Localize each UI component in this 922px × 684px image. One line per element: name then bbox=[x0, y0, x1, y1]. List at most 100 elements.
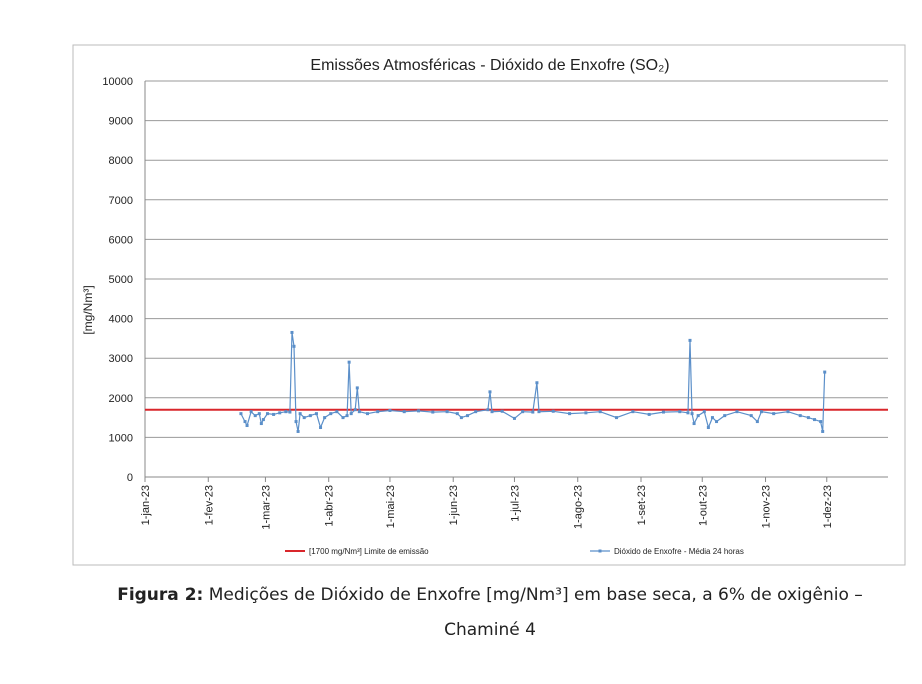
point bbox=[755, 420, 759, 424]
y-tick-label: 6000 bbox=[109, 234, 133, 246]
point bbox=[314, 412, 318, 416]
y-tick-label: 2000 bbox=[109, 393, 133, 405]
point bbox=[631, 410, 635, 414]
y-axis-label: [mg/Nm³] bbox=[81, 285, 95, 334]
x-tick-label: 1-ago-23 bbox=[573, 485, 585, 529]
point bbox=[466, 414, 470, 418]
x-tick-label: 1-set-23 bbox=[636, 485, 648, 525]
point bbox=[292, 344, 296, 348]
point bbox=[445, 410, 449, 414]
point bbox=[239, 412, 243, 416]
point bbox=[294, 420, 298, 424]
y-tick-label: 0 bbox=[127, 472, 133, 484]
caption-label: Figura 2: bbox=[117, 585, 204, 605]
point bbox=[357, 410, 361, 414]
point bbox=[798, 414, 802, 418]
point bbox=[288, 410, 292, 414]
point bbox=[355, 386, 359, 390]
point bbox=[486, 408, 490, 412]
point bbox=[692, 422, 696, 426]
point bbox=[417, 409, 421, 413]
point bbox=[353, 408, 357, 412]
point bbox=[335, 410, 339, 414]
point bbox=[249, 410, 253, 414]
legend-marker bbox=[598, 549, 602, 553]
point bbox=[823, 370, 827, 374]
point bbox=[272, 412, 276, 416]
point bbox=[329, 412, 333, 416]
point bbox=[537, 410, 541, 414]
point bbox=[615, 416, 619, 420]
point bbox=[345, 414, 349, 418]
point bbox=[821, 429, 825, 433]
point bbox=[284, 410, 288, 414]
point bbox=[521, 410, 525, 414]
point bbox=[531, 410, 535, 414]
y-tick-label: 4000 bbox=[109, 314, 133, 326]
x-tick-label: 1-out-23 bbox=[697, 485, 709, 526]
point bbox=[715, 420, 719, 424]
point bbox=[308, 414, 312, 418]
point bbox=[402, 410, 406, 414]
point bbox=[265, 412, 269, 416]
point bbox=[735, 410, 739, 414]
point bbox=[598, 410, 602, 414]
x-tick-label: 1-dez-23 bbox=[822, 485, 834, 528]
point bbox=[388, 408, 392, 412]
point bbox=[688, 338, 692, 342]
point bbox=[647, 412, 651, 416]
y-tick-label: 5000 bbox=[109, 274, 133, 286]
chart: Emissões Atmosféricas - Dióxido de Enxof… bbox=[72, 44, 906, 566]
legend-label: [1700 mg/Nm³] Limite de emissão bbox=[309, 547, 429, 556]
point bbox=[512, 416, 516, 420]
chart-frame bbox=[72, 44, 906, 566]
y-tick-label: 1000 bbox=[109, 432, 133, 444]
x-tick-label: 1-jan-23 bbox=[140, 485, 152, 525]
x-tick-label: 1-nov-23 bbox=[761, 485, 773, 528]
point bbox=[474, 410, 478, 414]
y-tick-label: 3000 bbox=[109, 353, 133, 365]
point bbox=[723, 414, 727, 418]
point bbox=[290, 330, 294, 334]
point bbox=[319, 426, 323, 429]
point bbox=[702, 410, 706, 414]
point bbox=[535, 381, 539, 385]
point bbox=[661, 410, 665, 414]
point bbox=[749, 414, 753, 418]
point bbox=[455, 412, 459, 416]
point bbox=[459, 416, 463, 420]
point bbox=[259, 422, 263, 426]
y-tick-label: 7000 bbox=[109, 195, 133, 207]
point bbox=[690, 412, 694, 416]
point bbox=[298, 412, 302, 416]
point bbox=[347, 360, 351, 364]
point bbox=[490, 410, 494, 414]
point bbox=[806, 416, 810, 420]
point bbox=[431, 410, 435, 414]
x-tick-label: 1-abr-23 bbox=[324, 485, 336, 527]
y-tick-label: 10000 bbox=[102, 76, 133, 88]
point bbox=[245, 424, 249, 428]
point bbox=[243, 420, 247, 424]
point bbox=[759, 410, 763, 414]
point bbox=[819, 420, 823, 424]
point bbox=[488, 390, 492, 394]
point bbox=[349, 412, 353, 416]
legend-label: Dióxido de Enxofre - Média 24 horas bbox=[614, 547, 744, 556]
x-tick-label: 1-mar-23 bbox=[260, 485, 272, 530]
point bbox=[678, 410, 682, 414]
point bbox=[772, 412, 776, 416]
point bbox=[278, 411, 282, 415]
point bbox=[323, 416, 327, 420]
caption: Figura 2: Medições de Dióxido de Enxofre… bbox=[90, 578, 890, 648]
point bbox=[365, 412, 369, 416]
point bbox=[296, 429, 300, 433]
x-tick-label: 1-mai-23 bbox=[385, 485, 397, 528]
point bbox=[568, 412, 572, 416]
point bbox=[257, 412, 261, 416]
x-tick-label: 1-jun-23 bbox=[448, 485, 460, 525]
point bbox=[341, 416, 345, 420]
x-tick-label: 1-fev-23 bbox=[203, 485, 215, 525]
point bbox=[696, 414, 700, 418]
point bbox=[500, 409, 504, 413]
